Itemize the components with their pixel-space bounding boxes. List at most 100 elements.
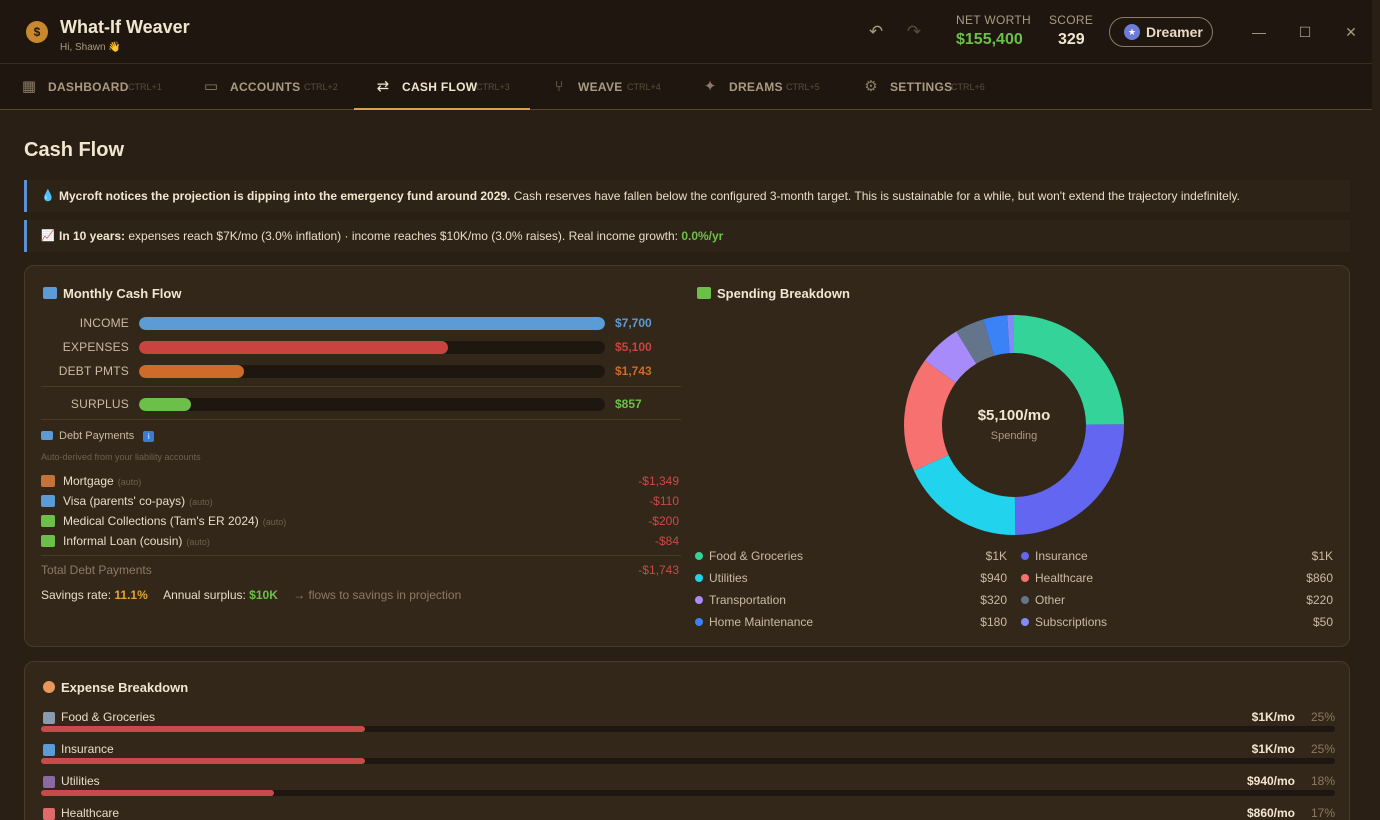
debt-row[interactable]: Mortgage (auto) -$1,349 <box>41 473 681 491</box>
donut-slice[interactable] <box>1007 315 1014 354</box>
debt-row[interactable]: Medical Collections (Tam's ER 2024) (auto… <box>41 513 681 531</box>
legend-item: Home Maintenance $180 <box>695 614 1007 630</box>
donut-slice[interactable] <box>983 315 1010 356</box>
legend-item: Healthcare $860 <box>1021 570 1333 586</box>
expense-value: $1K/mo <box>1251 742 1295 756</box>
expense-value: $940/mo <box>1246 774 1295 788</box>
donut-slice[interactable] <box>956 319 994 364</box>
legend-value: $1K <box>985 549 1007 563</box>
expense-pct: 25% <box>1310 710 1335 724</box>
legend-value: $1K <box>1311 549 1333 563</box>
notice-text: Cash reserves have fallen below the conf… <box>510 189 1240 203</box>
notice-bold: Mycroft notices the projection is dippin… <box>59 189 511 203</box>
tab-label: WEAVE <box>578 80 623 94</box>
droplet-icon: 💧 <box>41 190 55 202</box>
cart-icon <box>43 712 55 724</box>
tab-dashboard[interactable]: ▦ DASHBOARD CTRL+1 <box>20 64 190 110</box>
flow-note: → flows to savings in projection <box>293 588 462 602</box>
legend-value: $50 <box>1312 615 1333 629</box>
tab-shortcut: CTRL+1 <box>128 82 162 92</box>
legend-item: Utilities $940 <box>695 570 1007 586</box>
redo-icon[interactable]: ↷ <box>906 22 922 41</box>
cash-flow-bar-row: DEBT PMTS $1,743 <box>41 361 681 381</box>
debt-value: -$110 <box>649 494 679 508</box>
bar-fill <box>139 341 448 354</box>
spending-breakdown-title: Spending Breakdown <box>697 286 850 301</box>
page-title: Cash Flow <box>24 139 125 161</box>
tab-shortcut: CTRL+6 <box>951 82 985 92</box>
tab-cash-flow[interactable]: ⇄ CASH FLOW CTRL+3 <box>374 64 524 110</box>
expense-name: Insurance <box>61 742 114 756</box>
tab-dreams[interactable]: ✦ DREAMS CTRL+5 <box>701 64 851 110</box>
tab-label: SETTINGS <box>890 80 953 94</box>
score-value: 329 <box>1058 31 1085 48</box>
debt-row[interactable]: Informal Loan (cousin) (auto) -$84 <box>41 533 681 551</box>
donut-slice[interactable] <box>1014 315 1124 425</box>
tab-accounts[interactable]: ▭ ACCOUNTS CTRL+2 <box>202 64 352 110</box>
legend-swatch <box>1021 596 1029 604</box>
dashboard-icon: ▦ <box>21 78 37 95</box>
chart-up-icon: 📈 <box>41 230 55 242</box>
minimize-icon[interactable]: — <box>1252 24 1266 40</box>
bar-fill <box>139 365 245 378</box>
emergency-fund-notice: 💧 Mycroft notices the projection is dipp… <box>24 180 1350 212</box>
donut-slice[interactable] <box>913 454 1016 535</box>
bar-chart-icon <box>43 287 57 299</box>
debt-subtitle: Auto-derived from your liability account… <box>41 452 201 462</box>
legend-label: Transportation <box>709 593 786 607</box>
legend-label: Subscriptions <box>1035 615 1108 629</box>
donut-slice[interactable] <box>904 360 956 471</box>
debt-value: -$84 <box>654 534 679 548</box>
real-growth-value: 0.0%/yr <box>681 229 724 243</box>
legend-item: Transportation $320 <box>695 592 1007 608</box>
total-debt-value: -$1,743 <box>638 563 679 577</box>
debt-name: Informal Loan (cousin) (auto) <box>63 534 210 548</box>
pill-icon <box>43 808 55 820</box>
cash-flow-card: Monthly Cash Flow INCOME $7,700 EXPENSES $5… <box>24 265 1350 647</box>
debt-name: Medical Collections (Tam's ER 2024) (auto… <box>63 514 287 528</box>
legend-item: Other $220 <box>1021 592 1333 608</box>
bar-label: DEBT PMTS <box>58 364 129 378</box>
bar-track <box>139 317 605 330</box>
tab-shortcut: CTRL+3 <box>476 82 510 92</box>
house-icon <box>41 475 55 487</box>
expense-name: Healthcare <box>61 806 120 820</box>
bar-value: $1,743 <box>615 364 652 378</box>
bar-label: INCOME <box>79 316 129 330</box>
expense-bar <box>41 758 365 764</box>
tab-settings[interactable]: ⚙ SETTINGS CTRL+6 <box>862 64 1012 110</box>
expense-row[interactable]: Utilities $940/mo 18% <box>41 774 1335 804</box>
tab-shortcut: CTRL+2 <box>304 82 338 92</box>
divider <box>41 419 681 420</box>
donut-slice[interactable] <box>924 331 977 383</box>
money-bag-icon: $ <box>26 21 48 43</box>
active-tab-indicator <box>354 108 530 110</box>
savings-summary: Savings rate: 11.1% Annual surplus: $10K… <box>41 588 461 602</box>
expense-row[interactable]: Healthcare $860/mo 17% <box>41 806 1335 820</box>
undo-icon[interactable]: ↶ <box>868 22 884 41</box>
divider <box>41 386 681 387</box>
profile-button[interactable]: ★ Dreamer <box>1109 17 1213 47</box>
expense-row[interactable]: Insurance $1K/mo 25% <box>41 742 1335 772</box>
tab-weave[interactable]: ⑂ WEAVE CTRL+4 <box>550 64 690 110</box>
tab-label: DREAMS <box>729 80 783 94</box>
expense-value: $860/mo <box>1246 806 1295 820</box>
divider <box>41 555 681 556</box>
expense-bar <box>41 790 274 796</box>
medal-icon: ★ <box>1124 24 1140 40</box>
expense-row[interactable]: Food & Groceries $1K/mo 25% <box>41 710 1335 740</box>
expense-breakdown-card: Expense Breakdown Food & Groceries $1K/mo… <box>24 661 1350 820</box>
cookie-icon <box>43 681 55 693</box>
app-title: What-If Weaver <box>60 17 190 37</box>
maximize-icon[interactable]: ☐ <box>1298 24 1312 40</box>
cash-flow-bar-row: INCOME $7,700 <box>41 313 681 333</box>
close-icon[interactable]: ✕ <box>1345 24 1357 40</box>
debt-row[interactable]: Visa (parents' co-pays) (auto) -$110 <box>41 493 681 511</box>
legend-label: Other <box>1035 593 1066 607</box>
auto-tag: (auto) <box>262 517 287 527</box>
info-icon[interactable]: i <box>143 431 155 442</box>
title-bar: $ What-If Weaver Hi, Shawn 👋 ↶ ↷ NET WOR… <box>0 0 1380 64</box>
expense-name: Utilities <box>61 774 100 788</box>
expense-track <box>41 758 1335 764</box>
donut-slice[interactable] <box>1014 424 1124 535</box>
